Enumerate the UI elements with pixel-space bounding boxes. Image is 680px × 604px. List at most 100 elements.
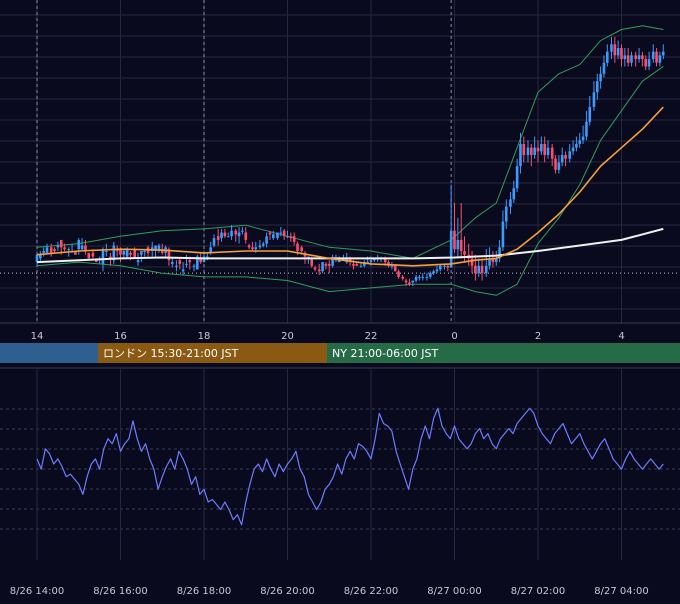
candle-body [453,230,456,250]
candle-body [620,47,623,60]
candle-body [35,254,39,263]
candle-body [658,55,662,63]
candle-body [515,166,519,189]
candle-body [258,245,262,248]
candle-body [564,155,567,159]
candle-body [557,162,561,170]
candle-body [519,143,522,167]
candle-body [401,276,405,279]
candle-body [94,260,98,263]
candle-body [220,232,223,239]
candle-body [167,249,171,261]
candle-body [571,147,575,152]
session-bar [98,343,327,363]
candle-body [530,147,533,156]
candle-body [488,258,491,266]
oscillator-line [36,407,664,526]
candle-body [494,258,498,263]
candle-body [226,236,230,238]
candle-body [63,247,66,250]
candle-body [84,245,87,252]
candle-body [178,260,182,264]
session-bar [327,343,680,363]
candle-body [443,265,446,267]
osc-x-tick-label: 8/26 16:00 [93,586,147,597]
candle-body [393,265,397,272]
candle-body [418,276,421,278]
candle-body [254,247,258,250]
candle-body [421,276,425,278]
candle-body [53,249,56,252]
candle-body [199,258,202,263]
candle-body [216,236,220,240]
candle-body [477,265,481,274]
candle-body [581,136,585,141]
candle-body [616,47,620,56]
candle-body [337,260,341,263]
price-x-tick-label: 20 [281,331,294,342]
candle-body [550,147,554,159]
candle-body [592,92,596,108]
candle-body [91,252,95,257]
candle-body [491,258,495,263]
candle-body [501,221,505,248]
candle-body [585,121,588,137]
candle-body [348,258,352,263]
candle-body [588,107,592,122]
candle-body [42,251,45,253]
candle-body [533,147,536,156]
candle-body [140,251,143,255]
candle-body [626,55,630,63]
candle-body [543,143,546,156]
candle-body [289,236,293,239]
candle-body [474,265,477,274]
candle-body [637,55,641,60]
candle-body [196,256,199,270]
candle-body [634,55,637,60]
candle-body [59,239,63,248]
osc-x-tick-label: 8/27 02:00 [511,586,565,597]
price-x-tick-label: 4 [618,331,624,342]
candle-body [390,265,394,267]
candle-body [512,188,516,200]
osc-x-tick-label: 8/27 04:00 [594,586,648,597]
candle-body [188,260,192,263]
candle-body [244,232,248,240]
candle-body [599,73,602,82]
candle-body [122,251,126,255]
candle-body [209,247,212,253]
candle-body [74,251,77,255]
candle-body [307,256,310,258]
candle-body [77,239,81,250]
candle-body [546,147,550,156]
candle-body [630,55,633,63]
osc-x-tick-label: 8/26 18:00 [177,586,231,597]
candle-body [175,265,178,267]
candle-body [536,147,540,152]
candle-body [87,252,91,259]
candle-body [45,247,49,253]
candle-body [300,247,303,252]
candle-body [363,262,366,266]
candle-body [251,247,254,250]
candle-body [234,230,238,235]
candle-body [554,158,557,170]
candle-body [435,269,439,272]
candle-body [641,55,644,60]
ma-orange-line [36,106,664,267]
bollinger-lower-line [36,65,664,296]
candle-body [170,262,174,264]
candle-body [463,251,466,255]
candle-body [595,81,599,93]
candle-body [411,280,415,283]
candle-body [230,230,233,237]
candle-body [655,51,658,63]
candle-body [119,249,122,255]
price-x-tick-label: 18 [198,331,211,342]
candle-body [352,263,355,266]
candle-body [397,271,400,277]
candle-body [272,234,275,239]
candle-body [125,249,129,257]
candle-body [237,232,241,237]
